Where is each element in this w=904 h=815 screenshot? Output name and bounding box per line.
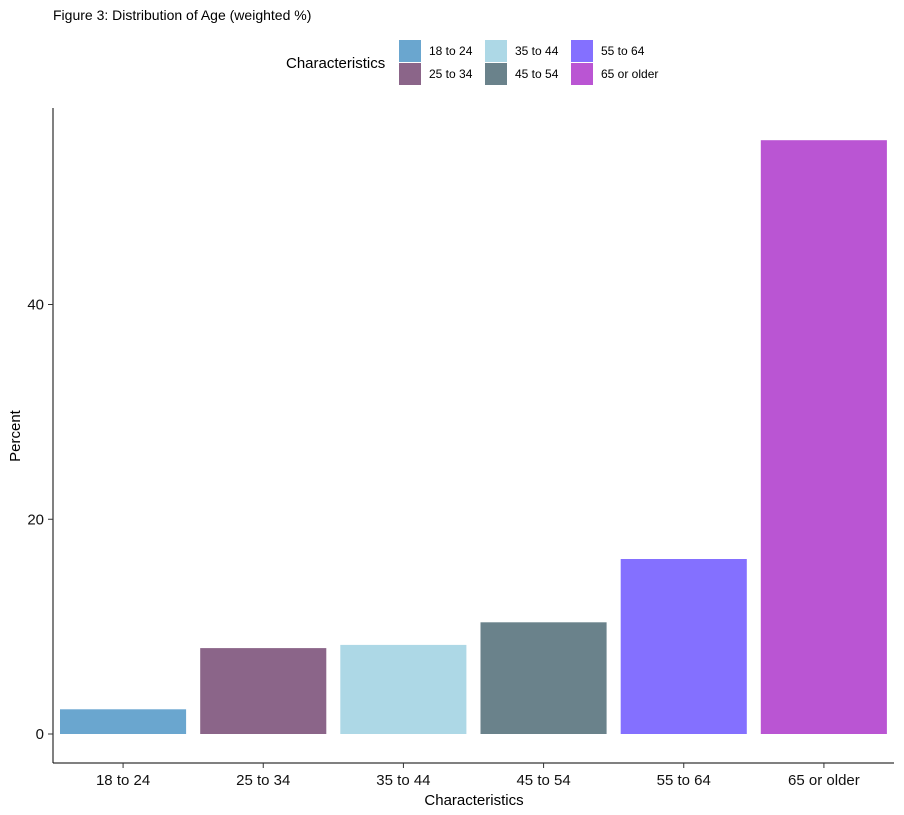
legend-swatch <box>485 63 507 85</box>
legend-item-55-to-64: 55 to 64 <box>571 40 644 62</box>
legend-swatch <box>485 40 507 62</box>
x-tick-label: 65 or older <box>788 772 860 789</box>
bar-18-to-24 <box>60 709 187 734</box>
x-tick-label: 35 to 44 <box>376 772 430 789</box>
legend-label: 25 to 34 <box>429 67 473 81</box>
legend-swatch <box>571 40 593 62</box>
x-tick-label: 18 to 24 <box>96 772 150 789</box>
x-tick-label: 25 to 34 <box>236 772 290 789</box>
axes-layer: 0 20 40 18 to 24 25 to 34 35 to 44 45 to 54 55 … <box>27 108 894 789</box>
legend-label: 65 or older <box>601 67 659 81</box>
legend-item-25-to-34: 25 to 34 <box>399 63 472 85</box>
legend-item-35-to-44: 35 to 44 <box>485 40 558 62</box>
legend-label: 45 to 54 <box>515 67 559 81</box>
chart-title: Figure 3: Distribution of Age (weighted … <box>53 7 312 23</box>
legend-item-45-to-54: 45 to 54 <box>485 63 558 85</box>
y-axis-title: Percent <box>7 409 24 462</box>
legend-swatch <box>571 63 593 85</box>
x-axis-title: Characteristics <box>424 792 523 809</box>
x-tick-label: 55 to 64 <box>657 772 711 789</box>
legend-label: 35 to 44 <box>515 44 559 58</box>
bars-layer <box>60 140 887 734</box>
bar-55-to-64 <box>620 559 747 734</box>
legend-item-18-to-24: 18 to 24 <box>399 40 472 62</box>
y-tick-label: 0 <box>36 726 44 743</box>
x-tick-label: 45 to 54 <box>516 772 570 789</box>
legend-swatch <box>399 40 421 62</box>
legend-title: Characteristics <box>286 55 386 72</box>
y-tick-label: 20 <box>27 511 44 528</box>
legend-label: 18 to 24 <box>429 44 473 58</box>
legend-label: 55 to 64 <box>601 44 645 58</box>
bar-25-to-34 <box>200 648 327 734</box>
legend-swatch <box>399 63 421 85</box>
bar-45-to-54 <box>480 622 607 734</box>
legend-item-65-or-older: 65 or older <box>571 63 658 85</box>
bar-35-to-44 <box>340 644 467 734</box>
bar-65-or-older <box>760 140 887 734</box>
y-tick-label: 40 <box>27 297 44 314</box>
